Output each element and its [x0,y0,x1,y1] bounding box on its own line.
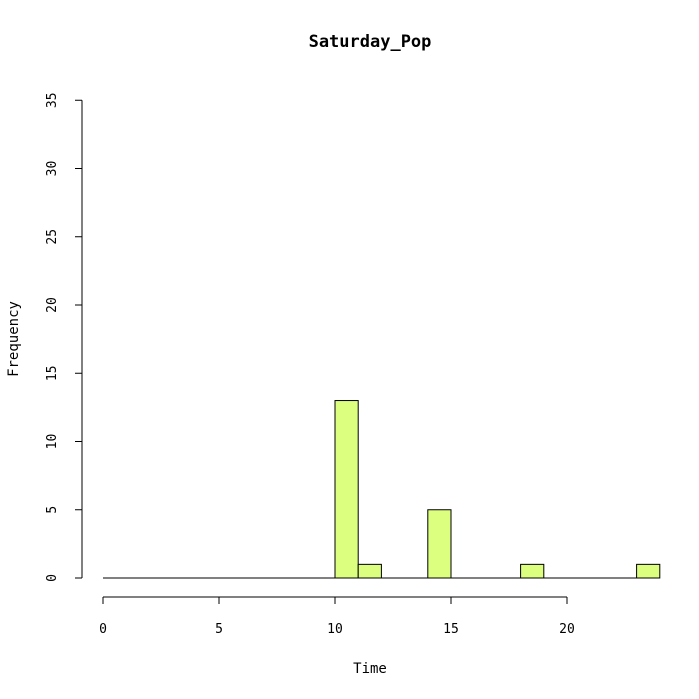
histogram-bar [334,400,359,579]
x-tick-label: 15 [443,622,459,637]
x-tick-label: 5 [215,622,223,637]
x-tick-label: 10 [327,622,343,637]
y-tick-label: 10 [45,434,60,450]
chart-title: Saturday_Pop [309,32,432,52]
y-tick-label: 15 [45,365,60,381]
histogram-bar [357,563,382,579]
x-axis-label: Time [353,661,387,677]
y-tick-label: 35 [45,92,60,108]
y-tick-label: 25 [45,229,60,245]
y-axis-label: Frequency [6,301,22,377]
y-tick-label: 30 [45,161,60,177]
x-tick-label: 0 [99,622,107,637]
x-tick-label: 20 [559,622,575,637]
y-axis: 0 5 10 15 20 25 30 35 [45,92,83,582]
histogram-bar [427,509,452,579]
y-tick-label: 0 [45,574,60,582]
histogram-bars [334,400,661,579]
y-tick-label: 5 [45,506,60,514]
histogram-bar [636,563,661,579]
histogram-bar [520,563,545,579]
y-tick-label: 20 [45,297,60,313]
x-axis: 0 5 10 15 20 [99,596,575,637]
